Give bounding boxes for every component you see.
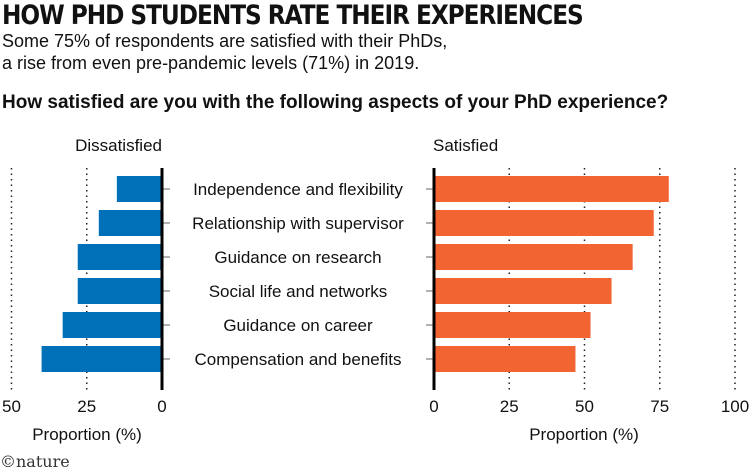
bar-satisfied	[434, 244, 633, 270]
x-tick-label-left: 25	[77, 397, 96, 416]
nature-logo: ©nature	[0, 452, 70, 471]
bar-satisfied	[434, 312, 591, 338]
panel-title-left: Dissatisfied	[75, 136, 162, 155]
subtitle-line-2: a rise from even pre-pandemic levels (71…	[2, 53, 420, 73]
category-label: Compensation and benefits	[195, 350, 402, 369]
x-tick-label-left: 50	[2, 397, 21, 416]
category-label: Independence and flexibility	[193, 180, 403, 199]
question: How satisfied are you with the following…	[2, 92, 669, 113]
bar-dissatisfied	[116, 176, 162, 202]
x-tick-label-right: 75	[650, 397, 669, 416]
bar-satisfied	[434, 210, 654, 236]
bar-dissatisfied	[98, 210, 162, 236]
category-label: Social life and networks	[209, 282, 388, 301]
x-axis-label-left: Proportion (%)	[32, 425, 142, 444]
x-tick-label-left: 0	[157, 397, 166, 416]
bar-satisfied	[434, 278, 612, 304]
bar-dissatisfied	[41, 346, 162, 372]
x-tick-label-right: 100	[721, 397, 749, 416]
category-label: Guidance on research	[214, 248, 381, 267]
bar-dissatisfied	[77, 244, 162, 270]
x-tick-label-right: 25	[500, 397, 519, 416]
chart-title: HOW PHD STUDENTS RATE THEIR EXPERIENCES	[2, 0, 584, 31]
bar-satisfied	[434, 176, 669, 202]
panel-title-right: Satisfied	[433, 136, 498, 155]
x-axis-label-right: Proportion (%)	[529, 425, 639, 444]
category-label: Relationship with supervisor	[192, 214, 404, 233]
x-tick-label-right: 50	[575, 397, 594, 416]
subtitle-line-1: Some 75% of respondents are satisfied wi…	[2, 31, 448, 51]
bar-satisfied	[434, 346, 576, 372]
x-tick-label-right: 0	[429, 397, 438, 416]
bar-dissatisfied	[77, 278, 162, 304]
category-label: Guidance on career	[223, 316, 373, 335]
bar-dissatisfied	[62, 312, 162, 338]
